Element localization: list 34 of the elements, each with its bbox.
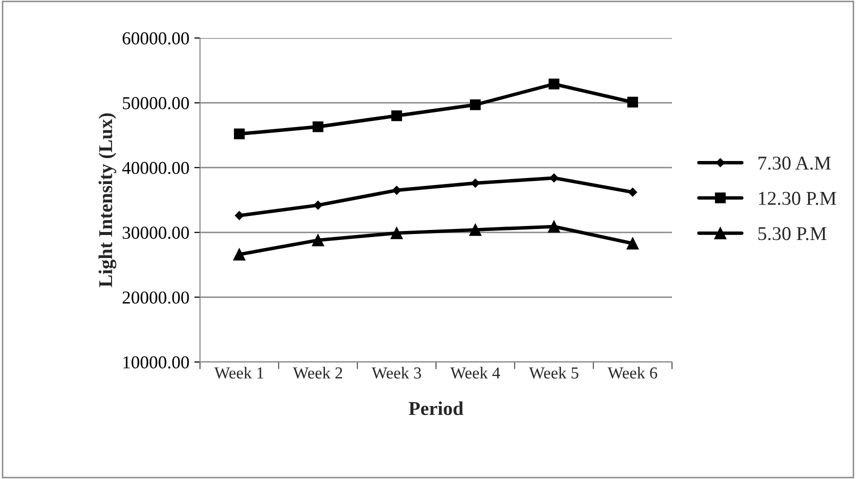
point — [550, 174, 558, 182]
point — [627, 96, 638, 108]
x-tick-label: Week 4 — [450, 366, 500, 379]
point — [314, 200, 322, 210]
legend-label: 12.30 P.M — [758, 192, 836, 206]
point — [469, 224, 482, 236]
point — [548, 220, 560, 233]
point — [548, 78, 560, 90]
y-tick-label: 50000.00 — [122, 97, 189, 110]
x-tick-label: Week 6 — [608, 366, 658, 379]
y-axis-title: Light Intensity (Lux) — [98, 113, 116, 288]
point — [626, 237, 639, 250]
point — [312, 121, 324, 132]
point — [233, 248, 246, 261]
point — [470, 178, 480, 188]
point — [470, 99, 481, 110]
x-tick-label: Week 1 — [214, 366, 264, 379]
x-axis-title: Period — [408, 401, 464, 416]
point — [234, 211, 244, 220]
point — [234, 128, 245, 140]
y-tick-label: 40000.00 — [122, 162, 189, 174]
x-tick-label: Week 5 — [529, 366, 578, 379]
legend-label: 7.30 A.M — [758, 156, 831, 170]
point — [628, 188, 638, 197]
y-tick-label: 60000.00 — [122, 32, 189, 45]
x-tick-label: Week 2 — [293, 366, 342, 379]
x-tick-label: Week 3 — [372, 366, 422, 379]
y-tick-label: 30000.00 — [122, 226, 189, 239]
point — [391, 110, 402, 122]
y-tick-label: 10000.00 — [123, 356, 189, 369]
point — [312, 234, 324, 246]
legend-label: 5.30 P.M — [758, 227, 826, 240]
point — [390, 226, 403, 240]
y-tick-label: 20000.00 — [122, 291, 189, 304]
